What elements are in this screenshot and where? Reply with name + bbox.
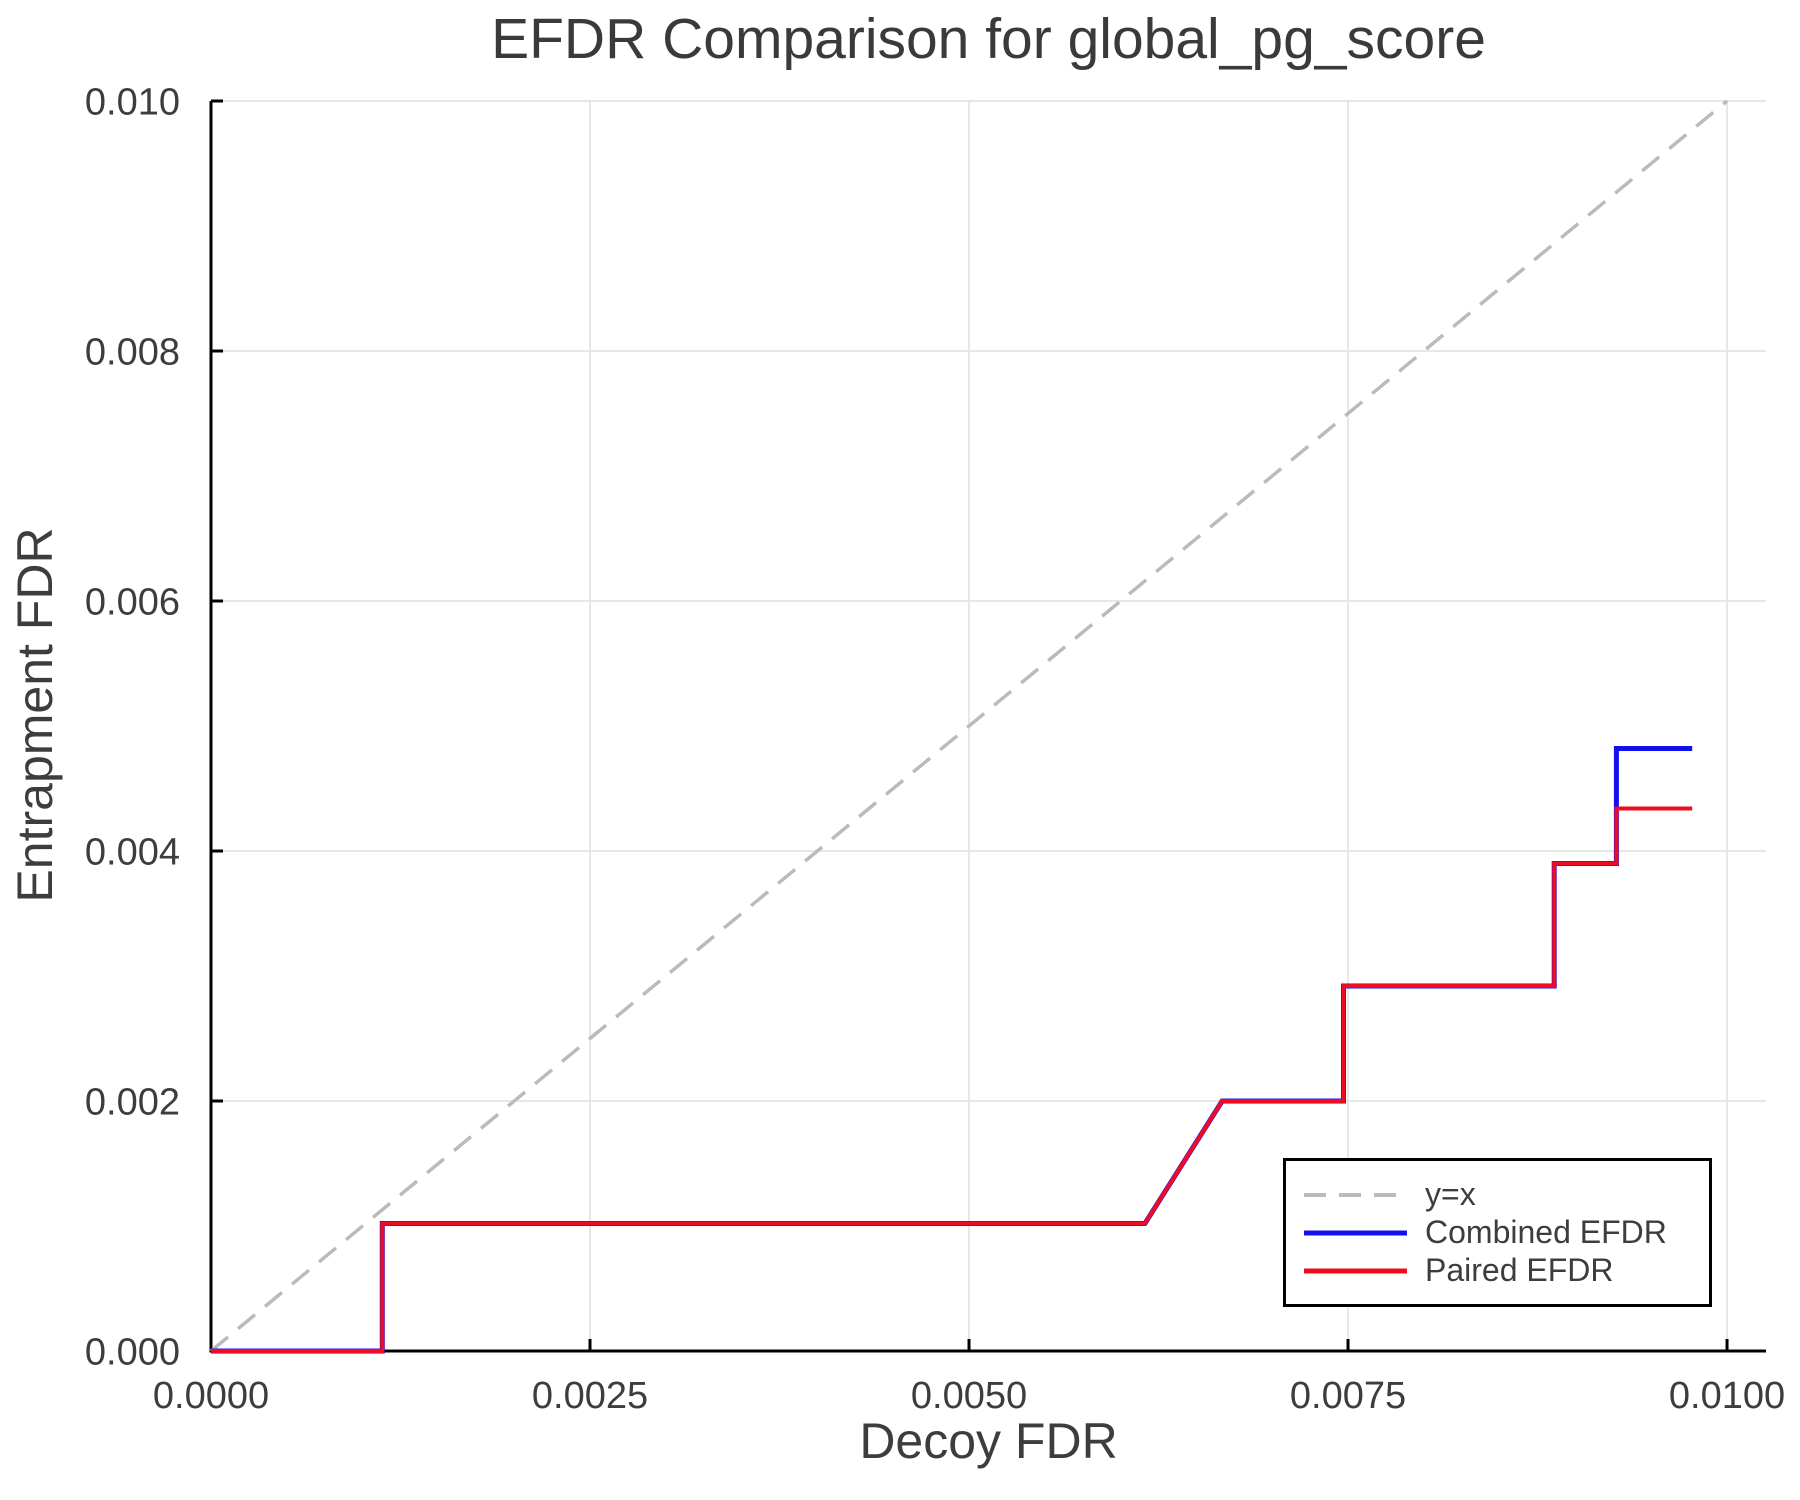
svg-text:0.006: 0.006 bbox=[85, 581, 180, 623]
legend-item-identity: y=x bbox=[1302, 1176, 1709, 1214]
svg-text:0.0025: 0.0025 bbox=[532, 1375, 648, 1417]
legend-item-combined-efdr: Combined EFDR bbox=[1302, 1214, 1709, 1252]
svg-text:0.008: 0.008 bbox=[85, 331, 180, 373]
svg-text:0.004: 0.004 bbox=[85, 831, 180, 873]
paired-efdr-swatch bbox=[1304, 1268, 1407, 1273]
series-line-y-x bbox=[209, 99, 1729, 1353]
x-axis-label: Decoy FDR bbox=[859, 1413, 1118, 1469]
legend: y=x Combined EFDR Paired EFDR bbox=[1283, 1158, 1712, 1307]
y-axis-label: Entrapment FDR bbox=[7, 527, 63, 903]
legend-label-paired-efdr: Paired EFDR bbox=[1425, 1252, 1614, 1288]
identity-line-swatch bbox=[1304, 1192, 1407, 1197]
svg-text:0.0050: 0.0050 bbox=[911, 1375, 1027, 1417]
svg-text:0.010: 0.010 bbox=[85, 81, 180, 123]
axis-spines bbox=[209, 101, 1766, 1353]
legend-item-paired-efdr: Paired EFDR bbox=[1302, 1252, 1709, 1290]
svg-text:0.0100: 0.0100 bbox=[1669, 1375, 1785, 1417]
combined-efdr-swatch bbox=[1304, 1230, 1407, 1235]
gridlines bbox=[211, 100, 1766, 1351]
svg-text:0.000: 0.000 bbox=[85, 1331, 180, 1373]
legend-label-combined-efdr: Combined EFDR bbox=[1425, 1214, 1667, 1250]
svg-text:0.0075: 0.0075 bbox=[1290, 1375, 1406, 1417]
legend-label-identity: y=x bbox=[1425, 1176, 1476, 1212]
x-tick-labels: 0.0000 0.0025 0.0050 0.0075 0.0100 bbox=[153, 1375, 1785, 1417]
series-line-paired-efdr bbox=[211, 806, 1693, 1353]
chart-title: EFDR Comparison for global_pg_score bbox=[491, 7, 1486, 71]
svg-text:0.0000: 0.0000 bbox=[153, 1375, 269, 1417]
svg-text:0.002: 0.002 bbox=[85, 1081, 180, 1123]
y-tick-labels: 0.000 0.002 0.004 0.006 0.008 0.010 bbox=[85, 81, 180, 1373]
